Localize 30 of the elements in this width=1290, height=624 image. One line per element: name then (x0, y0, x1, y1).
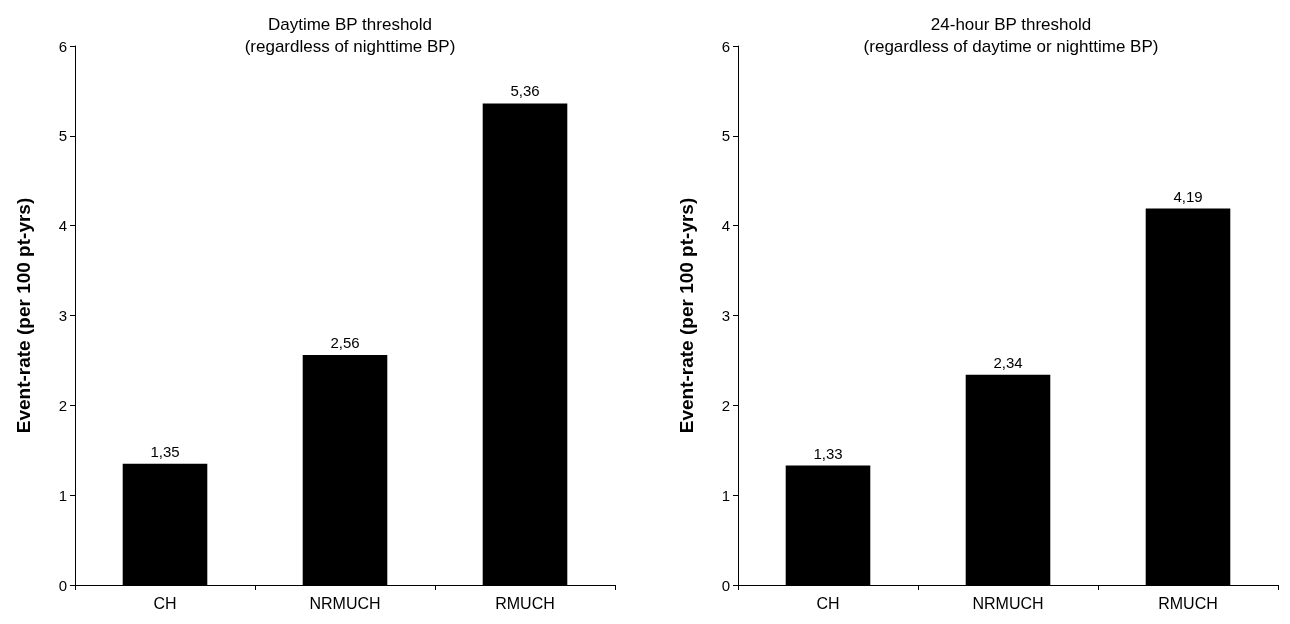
data-label: 2,56 (330, 334, 360, 352)
data-label: 1,33 (813, 444, 843, 462)
y-tick-label: 0 (721, 576, 730, 594)
x-tick-label: NRMUCH (972, 594, 1044, 612)
y-tick-label: 1 (58, 486, 67, 504)
y-axis-title: Event-rate (per 100 pt-yrs) (676, 197, 697, 434)
data-label: 4,19 (1173, 187, 1203, 205)
x-tick-label: RMUCH (495, 594, 555, 612)
chart-title: Daytime BP threshold (regardless of nighttime BP) (244, 14, 456, 56)
data-label: 2,34 (993, 353, 1023, 371)
data-label: 1,35 (150, 442, 180, 460)
y-tick-label: 4 (721, 217, 730, 235)
y-tick-label: 4 (58, 217, 67, 235)
y-tick-label: 3 (721, 307, 730, 324)
y-tick-label: 6 (721, 37, 730, 55)
y-tick-label: 3 (58, 307, 67, 324)
y-tick-label: 5 (721, 127, 730, 145)
y-axis-title: Event-rate (per 100 pt-yrs) (13, 197, 34, 434)
x-tick-label: RMUCH (1158, 594, 1218, 612)
y-tick-label: 5 (58, 127, 67, 145)
y-tick-label: 1 (721, 486, 730, 504)
y-tick-label: 2 (721, 396, 730, 414)
y-tick-label: 0 (58, 576, 67, 594)
y-tick-label: 6 (58, 37, 67, 55)
x-tick-label: CH (816, 594, 840, 612)
y-tick-label: 2 (58, 396, 67, 414)
chart-title: 24-hour BP threshold (regardless of daytime or nighttime BP) (863, 14, 1159, 56)
x-tick-label: CH (153, 594, 177, 612)
data-label: 5,36 (510, 82, 540, 100)
x-tick-label: NRMUCH (309, 594, 381, 612)
